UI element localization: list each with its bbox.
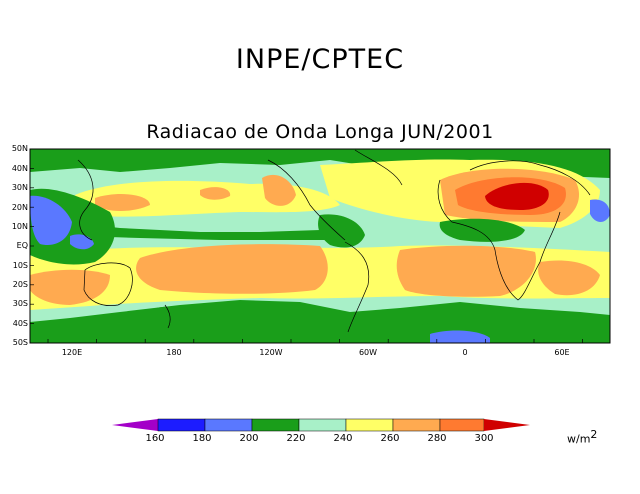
- colorbar-tick-280: 280: [427, 433, 447, 444]
- sahara-peak-320: [485, 182, 549, 210]
- colorbar-tick-240: 240: [333, 433, 353, 444]
- colorbar-tick-220: 220: [286, 433, 306, 444]
- east-pacific-280: [262, 174, 296, 206]
- lat-label-40s: 40S: [12, 319, 28, 328]
- bay-of-bengal-200: [590, 199, 610, 223]
- eurasia-coast: [469, 160, 591, 196]
- south-america-coast: [344, 241, 370, 333]
- lat-label-20n: 20N: [11, 203, 28, 212]
- colorbar-arrow-left: [112, 419, 158, 431]
- colorbar-tick-160: 160: [145, 433, 165, 444]
- lat-label-10s: 10S: [12, 261, 28, 270]
- lat-label-30s: 30S: [12, 299, 28, 308]
- colorbar-unit: w/m2: [567, 428, 597, 446]
- lat-label-eq: EQ: [16, 241, 28, 250]
- colorbar-tick-260: 260: [380, 433, 400, 444]
- warm-pool-200: [30, 195, 72, 246]
- north-band-220: [30, 149, 610, 178]
- lon-label-0: 0: [462, 348, 468, 357]
- asia-coast: [77, 159, 94, 241]
- new-zealand-coast: [164, 304, 171, 329]
- unit-exponent: 2: [590, 428, 598, 441]
- greenland-coast: [354, 149, 403, 186]
- unit-base: w/m: [567, 432, 591, 446]
- east-indian-280: [538, 260, 600, 296]
- colorbar-segment-160-180: [157, 418, 206, 432]
- colorbar: [112, 418, 530, 432]
- colorbar-segment-200-220: [251, 418, 300, 432]
- colorbar-segment-180-200: [204, 418, 253, 432]
- lat-label-20s: 20S: [12, 280, 28, 289]
- colorbar-segment-240-260: [345, 418, 394, 432]
- south-atlantic-280: [396, 245, 536, 297]
- colorbar-segment-220-240: [298, 418, 347, 432]
- lon-label-180: 180: [166, 348, 182, 357]
- map-field: [30, 149, 610, 343]
- coastlines: [77, 149, 591, 333]
- lat-label-30n: 30N: [11, 183, 28, 192]
- colorbar-tick-200: 200: [239, 433, 259, 444]
- south-atlantic-200: [430, 330, 490, 343]
- australia-coast: [83, 262, 133, 306]
- colorbar-segment-280-300: [439, 418, 485, 432]
- colorbar-tick-300: 300: [474, 433, 494, 444]
- colorbar-segment-260-280: [392, 418, 441, 432]
- lon-label-120e: 120E: [61, 348, 83, 357]
- page-title: INPE/CPTEC: [235, 44, 405, 75]
- lon-ticks: [47, 339, 583, 343]
- central-america-220: [318, 214, 365, 248]
- lat-label-10n: 10N: [11, 222, 28, 231]
- lon-label-60e: 60E: [554, 348, 570, 357]
- indian-ocean-280: [30, 269, 110, 305]
- lat-label-50s: 50S: [12, 338, 28, 347]
- lon-label-60w: 60W: [358, 348, 378, 357]
- north-pacific-280-west: [95, 194, 150, 212]
- lat-label-40n: 40N: [11, 164, 28, 173]
- south-pacific-280: [136, 244, 328, 294]
- map-subtitle: Radiacao de Onda Longa JUN/2001: [146, 121, 494, 143]
- north-pacific-280-mid: [200, 187, 231, 200]
- north-america-coast: [267, 159, 346, 241]
- lat-label-50n: 50N: [11, 144, 28, 153]
- colorbar-arrow-right: [484, 419, 530, 431]
- colorbar-tick-180: 180: [192, 433, 212, 444]
- lat-ticks: [30, 148, 34, 344]
- africa-coast: [437, 179, 561, 301]
- south-pacific-220-patch: [150, 306, 188, 323]
- lon-label-120w: 120W: [259, 348, 283, 357]
